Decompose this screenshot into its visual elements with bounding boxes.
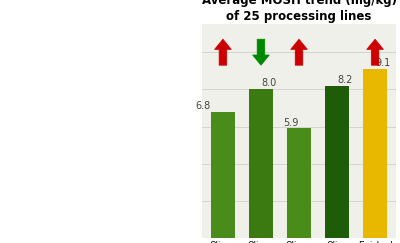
Text: 8.0: 8.0 (261, 78, 276, 88)
Polygon shape (367, 39, 384, 65)
Text: 8.2: 8.2 (337, 75, 352, 85)
Bar (211, 112, 235, 238)
Bar (249, 89, 273, 238)
Text: 5.9: 5.9 (284, 118, 299, 128)
Text: 9.1: 9.1 (375, 58, 390, 68)
Bar (325, 86, 349, 238)
Bar (363, 69, 387, 238)
Text: 6.8: 6.8 (195, 101, 210, 111)
Polygon shape (214, 39, 231, 65)
Bar (287, 129, 311, 238)
Polygon shape (252, 39, 269, 65)
Polygon shape (291, 39, 307, 65)
Title: Average MOSH trend (mg/kg)
of 25 processing lines: Average MOSH trend (mg/kg) of 25 process… (202, 0, 396, 23)
